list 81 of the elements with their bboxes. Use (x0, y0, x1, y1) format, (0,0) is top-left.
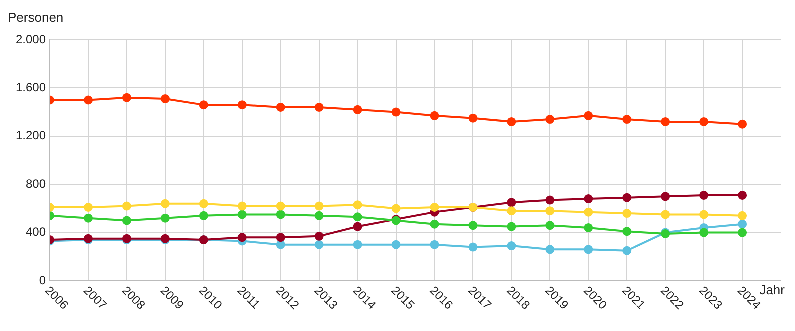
point (622, 246, 632, 256)
y-tick-label: 1.200 (16, 128, 46, 143)
point (314, 102, 324, 112)
point (700, 210, 709, 220)
point (700, 228, 709, 238)
point (507, 198, 516, 208)
point (276, 240, 286, 250)
point (238, 210, 247, 220)
point (276, 233, 286, 242)
point (122, 216, 132, 226)
point (353, 200, 362, 210)
point (84, 96, 93, 105)
point (392, 108, 401, 117)
point (546, 196, 555, 205)
point (700, 117, 709, 126)
point (122, 93, 132, 102)
point (160, 199, 170, 208)
point (738, 190, 748, 200)
point (238, 100, 247, 110)
point (392, 204, 401, 214)
point (622, 227, 632, 236)
point (507, 222, 516, 232)
point (392, 240, 401, 250)
y-tick-label: 800 (26, 176, 46, 191)
point (507, 117, 516, 126)
point (584, 208, 594, 217)
point (314, 211, 324, 220)
point (738, 211, 748, 220)
point (622, 115, 632, 124)
point (84, 214, 93, 223)
point (584, 194, 594, 204)
point (546, 221, 555, 230)
point (584, 245, 594, 254)
point (546, 115, 555, 124)
point (738, 220, 748, 229)
point (622, 193, 632, 202)
point (430, 111, 440, 120)
point (199, 100, 208, 110)
y-tick-label: 0 (39, 273, 46, 288)
point (468, 242, 478, 252)
point (661, 117, 670, 126)
point (738, 228, 748, 238)
point (199, 211, 208, 220)
point (353, 240, 362, 250)
point (276, 202, 286, 211)
y-axis-title: Personen (8, 10, 64, 26)
point (430, 202, 440, 212)
point (353, 105, 362, 114)
x-axis-title: Jahr (760, 282, 786, 298)
point (430, 240, 440, 250)
point (584, 223, 594, 232)
point (314, 232, 324, 241)
point (276, 210, 286, 220)
point (661, 192, 670, 202)
point (546, 206, 555, 216)
point (160, 214, 170, 223)
point (353, 212, 362, 222)
point (468, 221, 478, 230)
point (238, 233, 247, 242)
point (546, 245, 555, 254)
point (622, 209, 632, 218)
y-tick-label: 400 (26, 225, 46, 240)
point (507, 242, 516, 251)
point (199, 199, 208, 208)
point (276, 102, 286, 112)
point (84, 202, 93, 212)
point (507, 206, 516, 216)
y-tick-label: 1.600 (16, 80, 46, 95)
y-tick-label: 2.000 (16, 32, 46, 46)
point (738, 120, 748, 129)
point (122, 202, 132, 211)
point (314, 202, 324, 211)
point (584, 111, 594, 120)
point (700, 190, 709, 200)
point (468, 114, 478, 123)
point (238, 202, 247, 211)
point (430, 220, 440, 229)
point (661, 210, 670, 220)
point (160, 94, 170, 104)
point (353, 222, 362, 232)
point (314, 240, 324, 250)
